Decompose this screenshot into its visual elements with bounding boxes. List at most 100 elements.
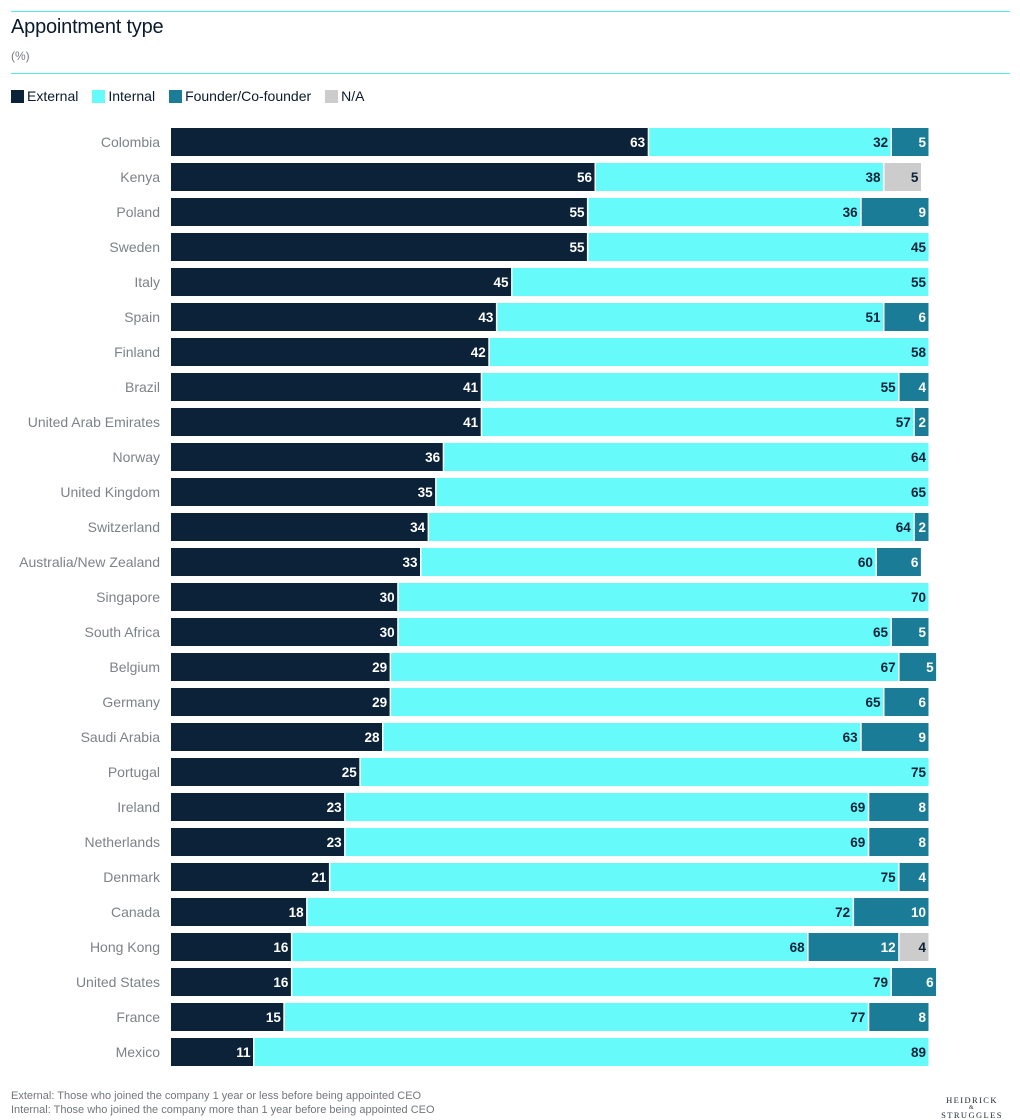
header-rule <box>11 73 1010 74</box>
value-label-external-italy: 45 <box>493 275 509 290</box>
value-label-external-saudi-arabia: 28 <box>364 730 380 745</box>
value-label-external-australia-new-zealand: 33 <box>402 555 418 570</box>
value-label-founder-co-founder-colombia: 5 <box>918 135 926 150</box>
bar-internal-united-states <box>292 968 891 996</box>
bar-external-united-states <box>171 968 291 996</box>
value-label-external-switzerland: 34 <box>410 520 426 535</box>
bar-internal-portugal <box>360 758 929 786</box>
value-label-external-ireland: 23 <box>327 800 343 815</box>
bar-internal-ireland <box>345 793 868 821</box>
bar-internal-canada <box>307 898 853 926</box>
legend-swatch-na <box>325 89 339 103</box>
value-label-n-a-hong-kong: 4 <box>918 940 926 955</box>
legend: External Internal Founder/Co-founder N/A <box>11 87 378 105</box>
value-label-external-singapore: 30 <box>380 590 395 605</box>
bar-external-hong-kong <box>171 933 291 961</box>
value-label-founder-co-founder-switzerland: 2 <box>918 520 926 535</box>
value-label-founder-co-founder-saudi-arabia: 9 <box>918 730 926 745</box>
value-label-founder-co-founder-brazil: 4 <box>918 380 926 395</box>
category-label-poland: Poland <box>116 204 160 220</box>
value-label-external-sweden: 55 <box>569 240 585 255</box>
brand-ampersand: & <box>968 1105 976 1111</box>
category-label-united-states: United States <box>76 974 160 990</box>
value-label-internal-denmark: 75 <box>881 870 897 885</box>
value-label-founder-co-founder-united-states: 6 <box>926 975 934 990</box>
category-label-united-kingdom: United Kingdom <box>60 484 160 500</box>
value-label-founder-co-founder-south-africa: 5 <box>918 625 926 640</box>
value-label-external-united-kingdom: 35 <box>418 485 434 500</box>
bar-external-sweden <box>171 233 587 261</box>
bar-internal-netherlands <box>345 828 868 856</box>
value-label-internal-poland: 36 <box>843 205 859 220</box>
bar-external-united-kingdom <box>171 478 436 506</box>
value-label-external-canada: 18 <box>289 905 305 920</box>
bar-internal-italy <box>512 268 929 296</box>
bar-founder-co-founder-saudi-arabia <box>861 723 929 751</box>
value-label-external-norway: 36 <box>425 450 441 465</box>
bar-internal-france <box>284 1003 868 1031</box>
category-label-south-africa: South Africa <box>85 624 161 640</box>
value-label-internal-norway: 64 <box>911 450 927 465</box>
value-label-external-belgium: 29 <box>372 660 387 675</box>
bar-internal-united-kingdom <box>436 478 929 506</box>
bar-internal-switzerland <box>429 513 914 541</box>
bar-founder-co-founder-australia-new-zealand <box>876 548 921 576</box>
value-label-internal-mexico: 89 <box>911 1045 926 1060</box>
category-label-germany: Germany <box>102 694 160 710</box>
value-label-founder-co-founder-united-arab-emirates: 2 <box>918 415 926 430</box>
bar-external-finland <box>171 338 489 366</box>
legend-item-external: External <box>11 88 78 104</box>
bar-internal-germany <box>391 688 883 716</box>
value-label-internal-hong-kong: 68 <box>790 940 806 955</box>
category-label-switzerland: Switzerland <box>88 519 160 535</box>
value-label-external-germany: 29 <box>372 695 387 710</box>
value-label-internal-kenya: 38 <box>865 170 881 185</box>
category-label-finland: Finland <box>114 344 160 360</box>
value-label-external-hong-kong: 16 <box>273 940 289 955</box>
value-label-external-colombia: 63 <box>630 135 646 150</box>
value-label-internal-germany: 65 <box>865 695 881 710</box>
bar-external-belgium <box>171 653 390 681</box>
bar-internal-brazil <box>482 373 899 401</box>
bar-founder-co-founder-france <box>869 1003 929 1031</box>
bar-external-spain <box>171 303 496 331</box>
bar-internal-spain <box>497 303 883 331</box>
bar-internal-kenya <box>596 163 883 191</box>
value-label-internal-brazil: 55 <box>881 380 897 395</box>
bar-internal-poland <box>588 198 861 226</box>
bar-internal-norway <box>444 443 929 471</box>
value-label-internal-spain: 51 <box>865 310 881 325</box>
value-label-external-united-arab-emirates: 41 <box>463 415 479 430</box>
bar-founder-co-founder-united-arab-emirates <box>914 408 929 436</box>
value-label-external-france: 15 <box>266 1010 282 1025</box>
footnote-internal: Internal: Those who joined the company m… <box>11 1104 435 1116</box>
bar-founder-co-founder-denmark <box>899 863 929 891</box>
category-label-italy: Italy <box>134 274 160 290</box>
category-label-spain: Spain <box>124 309 160 325</box>
brand-logo: HEIDRICK & STRUGGLES <box>930 1096 1014 1120</box>
value-label-external-brazil: 41 <box>463 380 479 395</box>
value-label-internal-netherlands: 69 <box>850 835 865 850</box>
value-label-internal-australia-new-zealand: 60 <box>858 555 873 570</box>
bar-external-germany <box>171 688 390 716</box>
category-label-brazil: Brazil <box>125 379 160 395</box>
value-label-external-kenya: 56 <box>577 170 593 185</box>
value-label-founder-co-founder-ireland: 8 <box>918 800 926 815</box>
value-label-external-netherlands: 23 <box>327 835 343 850</box>
value-label-internal-united-kingdom: 65 <box>911 485 927 500</box>
category-label-hong-kong: Hong Kong <box>90 939 160 955</box>
value-label-founder-co-founder-canada: 10 <box>911 905 926 920</box>
bar-founder-co-founder-belgium <box>899 653 937 681</box>
category-label-france: France <box>116 1009 160 1025</box>
value-label-internal-finland: 58 <box>911 345 927 360</box>
value-label-internal-united-states: 79 <box>873 975 888 990</box>
bar-n-a-hong-kong <box>899 933 929 961</box>
bar-external-kenya <box>171 163 595 191</box>
value-label-founder-co-founder-poland: 9 <box>918 205 926 220</box>
value-label-n-a-kenya: 5 <box>911 170 919 185</box>
value-label-external-poland: 55 <box>569 205 585 220</box>
value-label-founder-co-founder-germany: 6 <box>918 695 926 710</box>
value-label-internal-canada: 72 <box>835 905 850 920</box>
bar-founder-co-founder-hong-kong <box>808 933 899 961</box>
